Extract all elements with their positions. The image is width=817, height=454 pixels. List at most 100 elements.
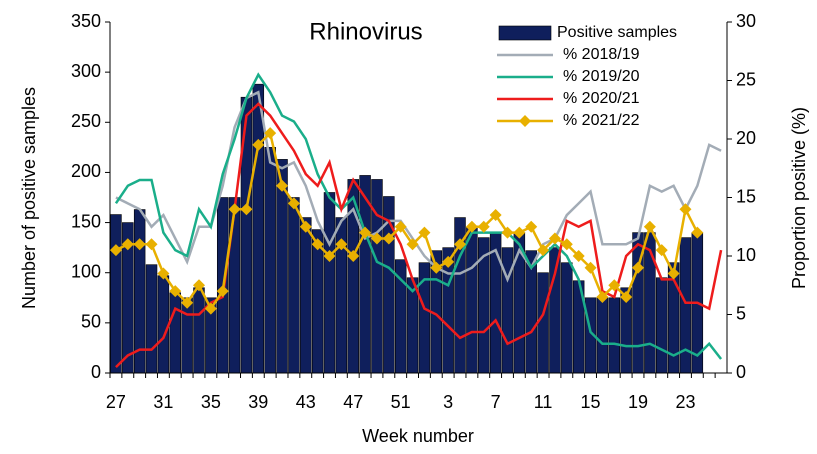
x-tick-label: 35 — [201, 392, 221, 412]
marker — [525, 220, 538, 233]
bar — [656, 277, 668, 374]
chart-title: Rhinovirus — [309, 18, 422, 45]
marker — [204, 302, 217, 315]
marker — [548, 232, 561, 245]
y-tick-label: 0 — [91, 362, 101, 382]
marker — [228, 203, 241, 216]
y-axis-label: Number of positive samples — [19, 87, 39, 309]
marker — [572, 250, 585, 262]
y2-tick-label: 20 — [736, 128, 756, 148]
y2-tick-label: 30 — [736, 11, 756, 31]
marker — [181, 296, 194, 309]
marker — [252, 138, 265, 151]
x-tick-label: 43 — [296, 392, 316, 412]
marker — [513, 226, 526, 239]
marker — [335, 238, 348, 251]
bar — [110, 214, 122, 374]
marker — [679, 203, 692, 216]
marker — [359, 226, 372, 239]
y2-tick-label: 0 — [736, 362, 746, 382]
marker — [323, 250, 336, 262]
marker — [477, 220, 490, 233]
legend-label: % 2019/20 — [563, 68, 640, 85]
marker — [691, 226, 704, 239]
marker — [560, 238, 573, 251]
x-tick-label: 27 — [106, 392, 126, 412]
bar — [288, 197, 300, 374]
y2-tick-label: 10 — [736, 245, 756, 265]
marker — [299, 220, 312, 233]
bar — [181, 297, 193, 374]
x-tick-label: 19 — [628, 392, 648, 412]
marker — [311, 238, 324, 251]
marker — [145, 238, 158, 251]
x-tick-label: 7 — [491, 392, 501, 412]
legend-label: % 2018/19 — [563, 46, 640, 63]
y-tick-label: 300 — [71, 61, 101, 81]
marker — [406, 238, 419, 251]
bar — [549, 247, 561, 374]
y2-tick-label: 5 — [736, 303, 746, 323]
line — [115, 130, 699, 312]
bar — [537, 272, 549, 374]
marker — [489, 209, 502, 222]
y-tick-label: 350 — [71, 11, 101, 31]
marker — [287, 197, 300, 210]
marker — [584, 261, 597, 274]
bar — [157, 275, 170, 374]
y-tick-label: 100 — [71, 261, 101, 281]
x-tick-label: 23 — [675, 392, 695, 412]
marker — [347, 250, 360, 262]
bar — [323, 192, 336, 374]
marker — [655, 244, 668, 257]
marker — [133, 238, 146, 251]
marker — [454, 238, 467, 251]
marker — [418, 226, 431, 239]
y-tick-label: 150 — [71, 211, 101, 231]
bar — [478, 237, 490, 374]
marker — [169, 285, 182, 298]
marker — [608, 279, 621, 292]
marker — [465, 220, 478, 233]
bar — [193, 287, 205, 374]
y-tick-label: 50 — [81, 312, 101, 332]
bar — [252, 83, 265, 374]
marker — [121, 238, 134, 251]
bar — [300, 217, 312, 374]
marker — [667, 267, 680, 280]
x-tick-label: 51 — [391, 392, 411, 412]
bar — [145, 264, 158, 374]
legend-marker — [519, 115, 531, 127]
marker — [240, 203, 253, 216]
y2-axis-label: Proportion positive (%) — [789, 107, 809, 289]
x-tick-label: 47 — [343, 392, 363, 412]
bar — [644, 232, 656, 374]
bar — [596, 297, 609, 374]
y2-tick-label: 25 — [736, 69, 756, 89]
x-tick-label: 31 — [153, 392, 173, 412]
marker — [537, 244, 550, 257]
y2-tick-label: 15 — [736, 186, 756, 206]
line — [114, 72, 723, 360]
marker — [192, 279, 205, 292]
bar — [466, 227, 478, 374]
marker — [632, 261, 645, 274]
marker — [430, 261, 443, 274]
y-tick-label: 250 — [71, 111, 101, 131]
legend-label: % 2021/22 — [563, 112, 640, 129]
bar — [228, 197, 241, 374]
marker — [442, 255, 455, 268]
marker — [394, 220, 407, 233]
line — [115, 90, 722, 283]
marker — [596, 290, 609, 303]
bar — [608, 297, 621, 374]
bar — [169, 292, 181, 374]
marker — [157, 267, 170, 280]
bar — [501, 247, 514, 374]
legend-swatch — [498, 25, 552, 41]
bar — [489, 232, 502, 374]
bar — [311, 229, 324, 374]
legend-label: % 2020/21 — [563, 90, 640, 107]
marker — [620, 290, 633, 303]
